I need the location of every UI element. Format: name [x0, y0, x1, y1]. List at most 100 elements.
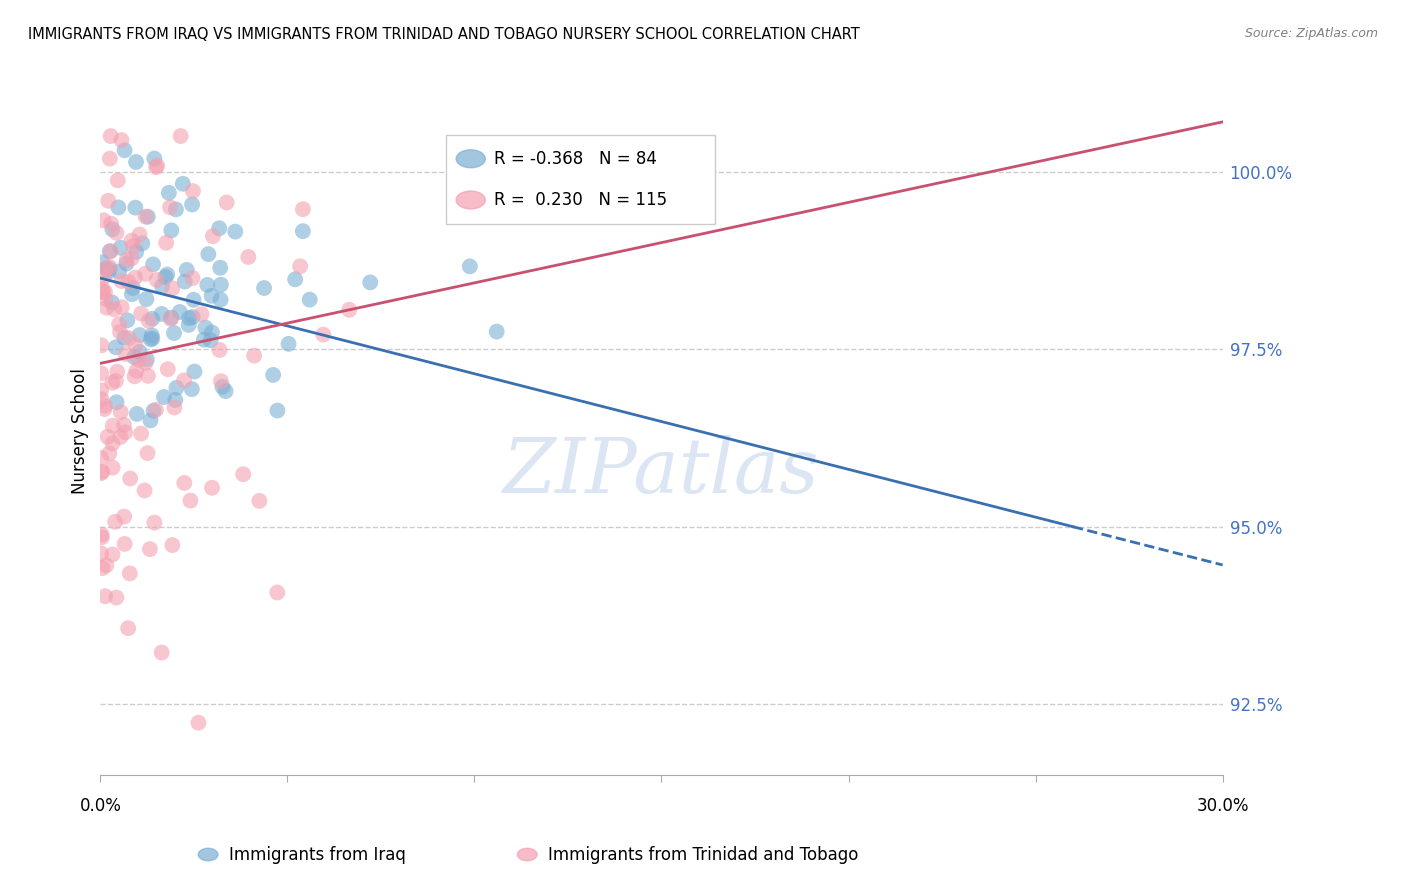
Point — [195, 277, 218, 292]
Point — [108, 264, 131, 278]
Point — [155, 235, 177, 250]
Point — [224, 225, 246, 239]
Point — [91, 465, 114, 479]
Point — [141, 328, 163, 343]
Point — [98, 152, 121, 166]
Point — [91, 285, 114, 299]
Point — [156, 268, 179, 282]
Point — [96, 301, 118, 315]
Point — [284, 272, 307, 286]
Point — [150, 646, 173, 660]
Point — [97, 430, 120, 444]
Point — [112, 417, 135, 432]
Point — [200, 333, 222, 347]
Point — [90, 530, 112, 544]
Point — [110, 430, 132, 444]
Point — [110, 274, 132, 288]
Point — [111, 300, 134, 314]
Point — [165, 381, 187, 395]
Point — [114, 347, 136, 361]
Point — [162, 538, 184, 552]
Point — [160, 310, 183, 325]
Point — [136, 368, 159, 383]
Point — [134, 267, 156, 281]
Point — [120, 471, 142, 485]
Point — [157, 186, 180, 200]
Point — [173, 475, 195, 490]
Point — [183, 293, 205, 307]
Point — [112, 509, 135, 524]
Point — [90, 392, 112, 407]
Point — [122, 281, 145, 295]
Point — [101, 436, 124, 450]
Point — [115, 253, 138, 268]
Point — [141, 311, 163, 326]
Point — [190, 307, 212, 321]
Point — [117, 313, 139, 327]
Point — [118, 566, 141, 581]
Point — [124, 270, 146, 285]
Point — [197, 247, 219, 261]
Point — [266, 585, 288, 599]
Point — [146, 159, 169, 173]
Point — [97, 194, 120, 208]
Point — [94, 262, 117, 277]
Point — [160, 223, 183, 237]
Point — [129, 307, 152, 321]
Point — [139, 542, 162, 557]
Point — [169, 305, 191, 319]
Point — [201, 481, 224, 495]
Point — [105, 591, 128, 605]
Point — [103, 302, 125, 317]
Point — [98, 260, 121, 274]
Text: Source: ZipAtlas.com: Source: ZipAtlas.com — [1244, 27, 1378, 40]
Point — [124, 201, 146, 215]
Point — [359, 276, 381, 290]
Circle shape — [456, 191, 485, 209]
Point — [128, 352, 150, 367]
Point — [90, 366, 112, 380]
Point — [101, 460, 124, 475]
Point — [101, 418, 124, 433]
Point — [121, 234, 143, 248]
Point — [179, 493, 201, 508]
Point — [91, 255, 114, 269]
Point — [201, 326, 224, 340]
Point — [110, 133, 132, 147]
Point — [243, 349, 266, 363]
Point — [108, 317, 131, 331]
Point — [172, 177, 194, 191]
Point — [193, 333, 215, 347]
Point — [209, 374, 232, 388]
Text: ZIPatlas: ZIPatlas — [503, 435, 820, 509]
Point — [96, 261, 118, 276]
Text: R = -0.368   N = 84: R = -0.368 N = 84 — [495, 150, 657, 168]
Point — [180, 382, 202, 396]
Point — [181, 271, 204, 285]
Point — [458, 260, 481, 274]
Point — [163, 326, 186, 340]
Point — [125, 244, 148, 259]
Point — [145, 161, 167, 175]
Point — [177, 318, 200, 332]
Point — [214, 384, 236, 399]
Point — [153, 390, 176, 404]
Point — [90, 466, 112, 480]
Point — [104, 374, 127, 388]
Point — [105, 226, 128, 240]
Point — [122, 239, 145, 253]
Point — [90, 338, 112, 352]
Point — [94, 285, 117, 299]
Point — [107, 201, 129, 215]
Point — [90, 384, 112, 398]
Point — [160, 311, 183, 326]
Point — [98, 262, 121, 277]
Point — [101, 222, 124, 236]
Point — [96, 558, 118, 573]
Point — [114, 537, 136, 551]
Point — [291, 202, 314, 216]
Point — [117, 275, 139, 289]
Point — [105, 365, 128, 379]
Text: Immigrants from Iraq: Immigrants from Iraq — [229, 846, 406, 863]
Point — [98, 244, 121, 259]
